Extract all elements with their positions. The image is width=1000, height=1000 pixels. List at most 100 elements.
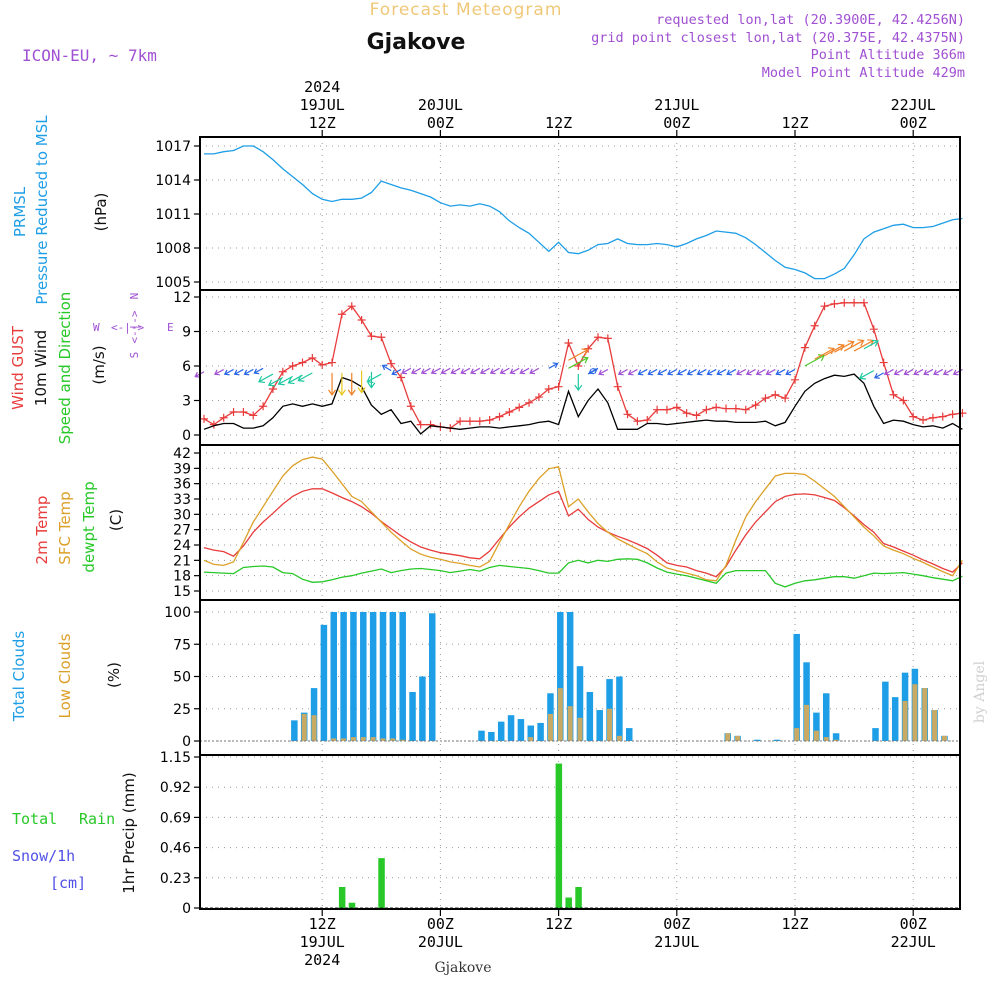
wind-direction-arrow [686, 368, 697, 376]
bottom-axis-label: 22JUL [891, 933, 936, 951]
total-cloud-bar [350, 612, 357, 741]
precip-axis-label: 1hr Precip (mm) [120, 772, 138, 893]
wind-direction-arrow [328, 372, 337, 396]
pressure-ytick-label: 1014 [155, 173, 191, 189]
top-axis-label: 20JUL [418, 96, 463, 114]
wind-direction-arrow [460, 367, 471, 375]
wind-direction-arrow [430, 367, 441, 375]
wind-direction-arrow [736, 368, 747, 376]
top-axis-label: 19JUL [300, 96, 345, 114]
total-cloud-bar [379, 612, 387, 741]
wind-direction-arrow [942, 368, 953, 376]
total-cloud-bar [566, 612, 574, 741]
rain-bar [575, 886, 582, 908]
temperature-grid [200, 445, 960, 600]
low-cloud-bar [567, 706, 573, 741]
gust-point [938, 412, 947, 421]
low-clouds-label: Low Clouds [56, 633, 74, 718]
total-cloud-bar [291, 720, 298, 741]
clouds-ytick-label: 0 [182, 734, 191, 750]
model-label: ICON-EU, ~ 7km [22, 46, 157, 65]
wind-direction-arrow [765, 368, 776, 376]
gust-point [347, 302, 356, 311]
compass-w: W [93, 321, 100, 334]
gust-point [387, 359, 396, 368]
dewpt-label: dewpt Temp [80, 481, 98, 572]
prmsl-line [204, 145, 963, 280]
low-cloud-bar [547, 713, 553, 741]
low-cloud-bar [557, 688, 563, 741]
low-cloud-bar [607, 708, 613, 741]
wind-ytick-label: 3 [182, 394, 191, 410]
precip-frame [199, 754, 961, 910]
total-cloud-bar [340, 612, 347, 741]
temperature-ytick-label: 15 [173, 584, 191, 600]
low-cloud-bar [360, 737, 366, 741]
wind-direction-arrow [568, 356, 589, 369]
gust-point [633, 417, 642, 426]
pressure-ytick-label: 1005 [155, 275, 191, 291]
wind-direction-arrow [258, 373, 274, 384]
low-cloud-bar [341, 738, 347, 741]
total-cloud-bar [872, 728, 879, 741]
total-cloud-bar [626, 728, 633, 741]
total-cloud-bar [823, 693, 830, 741]
gust-point [377, 333, 386, 342]
gust-point [791, 375, 799, 384]
gust-point [702, 405, 711, 414]
bottom-axis-label: 12Z [781, 915, 808, 933]
total-cloud-bar [813, 712, 820, 741]
gust-point [249, 411, 258, 420]
bottom-axis-label: 12Z [545, 915, 572, 933]
bottom-axis-label: 00Z [427, 915, 454, 933]
low-cloud-bar [528, 737, 534, 741]
10m-wind-line [203, 373, 963, 435]
snow-unit-label: [cm] [50, 874, 86, 892]
wind-direction-arrow [745, 368, 756, 376]
wind-direction-arrow [548, 362, 559, 369]
wind-ytick-label: 6 [182, 359, 191, 375]
low-cloud-bar [577, 717, 583, 741]
gust-point [820, 302, 829, 311]
total-label: Total [12, 810, 57, 828]
location-title: Gjakove [367, 30, 466, 55]
pressure-unit-label: (hPa) [92, 193, 110, 232]
low-cloud-bar [735, 735, 741, 741]
temperature-ytick-label: 24 [173, 538, 191, 554]
low-cloud-bar [794, 728, 800, 741]
precip-panel-labels: Total Rain Snow/1h [cm] 1hr Precip (mm) [12, 772, 138, 893]
total-cloud-bar [419, 676, 426, 741]
gust-point [485, 416, 494, 425]
gust-point [367, 332, 376, 341]
wind-direction-arrow [509, 367, 520, 375]
wind-direction-arrow [667, 368, 678, 376]
gust-point [919, 416, 928, 425]
precip-ytick-label: 0.23 [160, 871, 191, 887]
wind-grid [200, 290, 960, 445]
wind-direction-arrow [883, 368, 894, 376]
low-cloud-bar [725, 733, 731, 741]
gust-point [525, 398, 534, 407]
temperature-ytick-label: 39 [173, 461, 191, 477]
low-cloud-bar [311, 715, 317, 741]
gust-point [869, 325, 878, 334]
total-cloud-bar [320, 624, 328, 741]
gust-point [515, 403, 524, 412]
total-cloud-bar [754, 739, 761, 741]
wind-direction-arrow [391, 368, 402, 376]
gust-point [406, 402, 415, 411]
compass-s: S [128, 352, 141, 359]
total-cloud-bar [369, 612, 377, 741]
precip-ytick-label: 0.46 [160, 841, 191, 857]
temperature-ytick-label: 42 [173, 446, 191, 462]
wind-direction-arrow [420, 367, 431, 375]
wind-direction-arrow [913, 368, 924, 376]
gust-point [830, 299, 839, 308]
bottom-axis-label: 12Z [309, 915, 336, 933]
pressure-panel: 1005 1008 1011 1014 1017 [155, 136, 963, 291]
gust-point [889, 390, 898, 399]
gust-point [308, 353, 317, 362]
wind-direction-arrow [933, 368, 944, 376]
gust-point [239, 408, 248, 416]
wind-direction-arrow [529, 367, 540, 375]
